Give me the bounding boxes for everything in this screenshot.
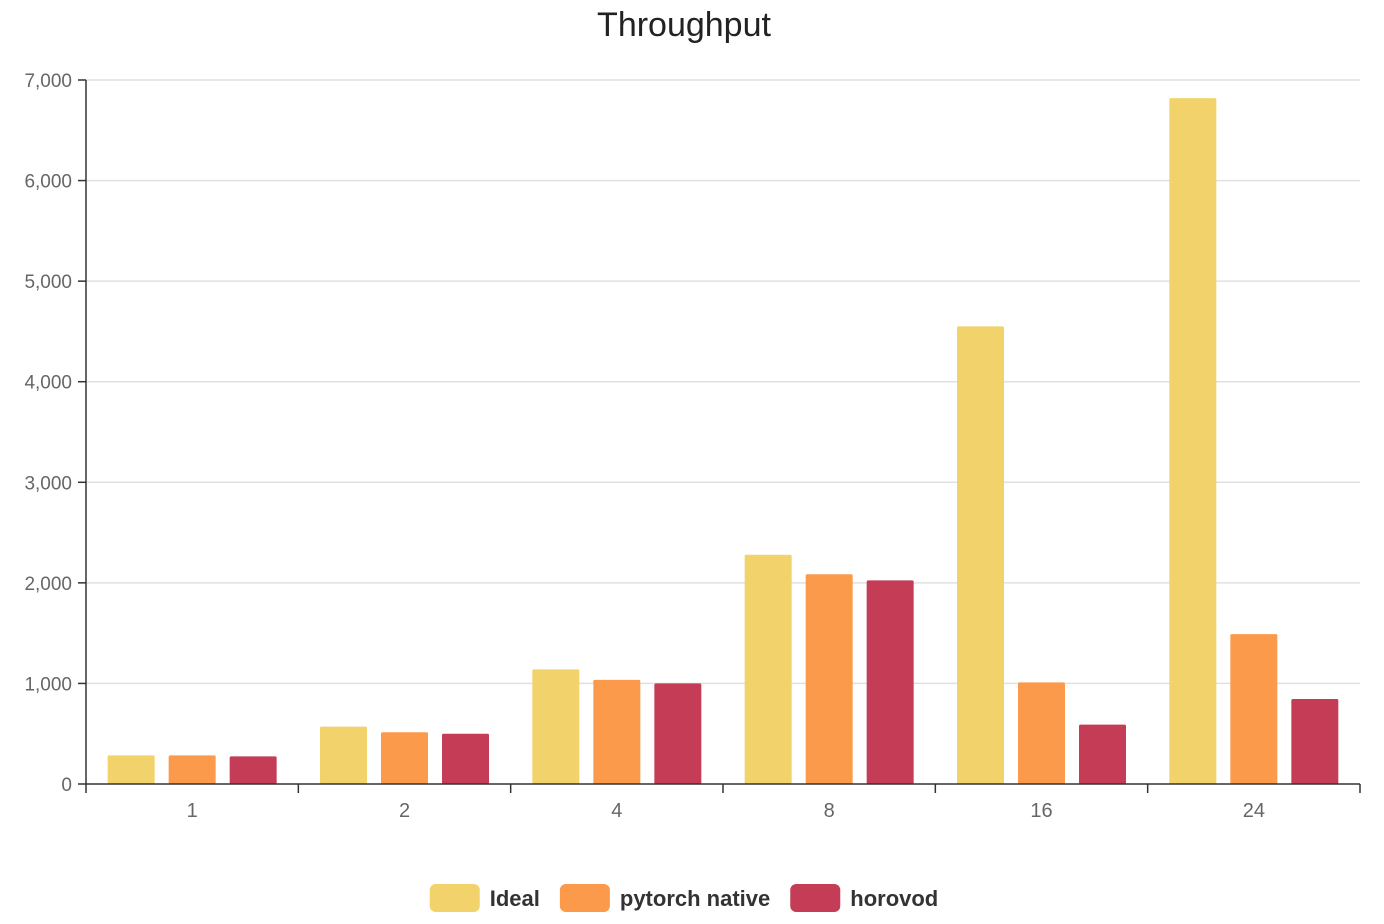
x-tick-label: 1 [187, 800, 198, 822]
y-axis: 0 1,000 2,000 3,000 4,000 5,000 6,000 7,000 [24, 71, 87, 796]
y-tick-label: 2,000 [24, 574, 72, 595]
x-tick-label: 16 [1030, 800, 1052, 822]
legend-item: horovod [790, 884, 938, 912]
x-axis: 1 2 4 8 16 24 [85, 783, 1361, 822]
legend-item: pytorch native [559, 884, 770, 912]
bar [229, 756, 277, 784]
bar [805, 574, 853, 784]
bar [654, 683, 702, 784]
y-tick-label: 1,000 [24, 674, 72, 695]
y-tick-label: 5,000 [24, 272, 72, 293]
legend-item: Ideal [429, 884, 540, 912]
x-tick-label: 8 [824, 800, 835, 822]
y-tick-label: 7,000 [24, 71, 72, 92]
x-tick-label: 4 [611, 800, 622, 822]
legend: Ideal pytorch native horovod [429, 884, 938, 912]
y-tick-label: 4,000 [24, 373, 72, 394]
bar [442, 733, 489, 784]
bars [107, 98, 1339, 785]
bar [593, 679, 641, 784]
chart-title: Throughput [597, 6, 771, 44]
x-tick-label: 24 [1243, 800, 1265, 822]
legend-label: horovod [850, 886, 938, 911]
legend-swatch [790, 884, 841, 912]
bar [1230, 634, 1278, 784]
legend-swatch [429, 884, 480, 912]
y-tick-label: 6,000 [24, 172, 72, 193]
y-tick-label: 0 [61, 775, 72, 796]
bar [957, 326, 1004, 784]
bar [744, 554, 792, 784]
bar [381, 732, 428, 784]
legend-label: pytorch native [620, 886, 770, 911]
bar [320, 726, 367, 784]
bar [168, 755, 216, 784]
legend-label: Ideal [490, 886, 540, 911]
bar [532, 669, 580, 784]
legend-swatch [559, 884, 610, 912]
x-tick-label: 2 [399, 800, 410, 822]
bar [1291, 699, 1339, 784]
y-tick-label: 3,000 [24, 473, 72, 494]
bar [866, 580, 914, 784]
bar [107, 755, 155, 784]
bar [1169, 98, 1217, 785]
gridlines [86, 79, 1360, 685]
bar [1018, 682, 1065, 784]
bar [1079, 724, 1126, 784]
